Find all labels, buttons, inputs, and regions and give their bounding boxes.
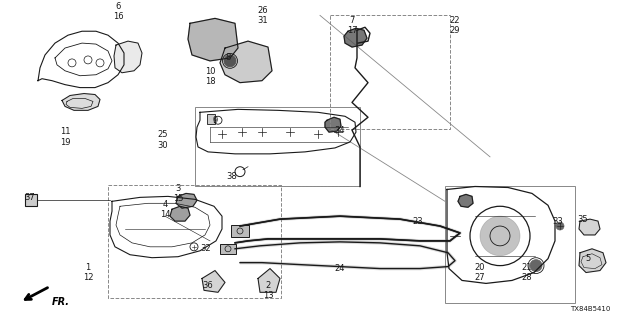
Text: 20
27: 20 27 <box>475 263 485 282</box>
Polygon shape <box>202 270 225 292</box>
Text: 38: 38 <box>227 172 237 181</box>
Bar <box>195 108 360 187</box>
Text: FR.: FR. <box>52 297 70 307</box>
Bar <box>25 195 37 206</box>
Text: 3
15: 3 15 <box>173 184 183 203</box>
Polygon shape <box>170 206 190 221</box>
Text: 33: 33 <box>552 217 563 226</box>
Circle shape <box>224 55 236 67</box>
Text: 23: 23 <box>413 217 423 226</box>
Text: 7
17: 7 17 <box>347 16 357 35</box>
Text: TX84B5410: TX84B5410 <box>570 306 610 312</box>
Bar <box>108 185 281 298</box>
Polygon shape <box>220 41 272 83</box>
Bar <box>330 15 450 129</box>
Polygon shape <box>176 193 197 208</box>
Polygon shape <box>62 93 100 110</box>
Circle shape <box>556 222 564 230</box>
Bar <box>220 244 236 254</box>
Polygon shape <box>344 28 367 47</box>
Text: 25
30: 25 30 <box>157 130 168 150</box>
Bar <box>207 114 215 124</box>
Text: 1
12: 1 12 <box>83 263 93 282</box>
Text: 32: 32 <box>201 244 211 253</box>
Polygon shape <box>325 117 341 132</box>
Bar <box>231 225 249 237</box>
Circle shape <box>480 216 520 256</box>
Text: 26
31: 26 31 <box>258 6 268 25</box>
Text: 24: 24 <box>335 264 345 273</box>
Polygon shape <box>114 41 142 73</box>
Text: 36: 36 <box>203 281 213 290</box>
Text: 2
13: 2 13 <box>262 281 273 300</box>
Polygon shape <box>188 18 238 61</box>
Polygon shape <box>579 219 600 235</box>
Bar <box>445 187 575 303</box>
Polygon shape <box>579 249 606 273</box>
Text: 34: 34 <box>335 126 346 135</box>
Text: 9: 9 <box>212 116 218 125</box>
Text: 6
16: 6 16 <box>113 2 124 21</box>
Text: 10
18: 10 18 <box>205 67 215 86</box>
Text: 5: 5 <box>586 254 591 263</box>
Text: 11
19: 11 19 <box>60 127 70 147</box>
Polygon shape <box>458 195 473 207</box>
Text: 4
14: 4 14 <box>160 200 170 219</box>
Polygon shape <box>258 268 280 292</box>
Text: 21
28: 21 28 <box>522 263 532 282</box>
Circle shape <box>530 260 542 272</box>
Text: 22
29: 22 29 <box>450 16 460 35</box>
Text: 35: 35 <box>578 215 588 224</box>
Text: 8: 8 <box>225 53 230 62</box>
Text: 37: 37 <box>24 193 35 202</box>
